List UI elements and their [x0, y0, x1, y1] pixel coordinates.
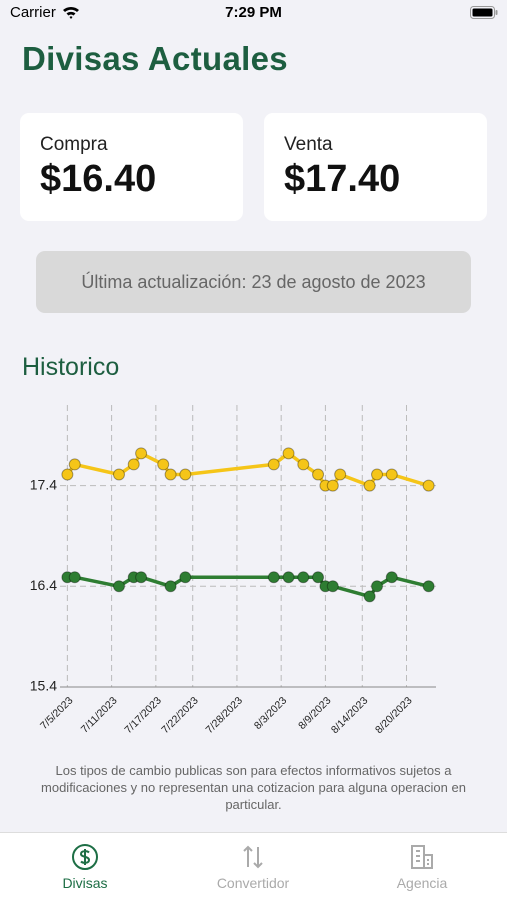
- data-point: [164, 580, 177, 593]
- tab-label: Divisas: [62, 875, 108, 891]
- card-label: Compra: [40, 134, 108, 155]
- update-notice: Última actualización: 23 de agosto de 20…: [36, 251, 471, 313]
- dollar-icon: [72, 844, 98, 870]
- data-point: [326, 580, 339, 593]
- x-tick-label: 8/20/2023: [373, 694, 415, 736]
- wifi-icon: [63, 6, 79, 19]
- data-point: [297, 571, 310, 584]
- data-point: [179, 571, 192, 584]
- data-point: [371, 580, 384, 593]
- x-tick-label: 8/9/2023: [296, 694, 333, 731]
- tab-label: Convertidor: [216, 875, 290, 891]
- y-tick-label: 15.4: [30, 678, 57, 694]
- tab-bar: Divisas Convertidor Agencia: [0, 832, 507, 901]
- data-point: [68, 571, 81, 584]
- data-point: [135, 571, 148, 584]
- data-point: [312, 571, 325, 584]
- y-tick-label: 17.4: [30, 476, 57, 492]
- data-point: [326, 479, 339, 492]
- x-tick-label: 8/14/2023: [329, 694, 371, 736]
- building-icon: [411, 845, 433, 869]
- data-point: [164, 468, 177, 481]
- clock: 7:29 PM: [225, 4, 282, 21]
- battery-icon: [470, 6, 498, 19]
- data-point: [363, 590, 376, 603]
- data-point: [363, 479, 376, 492]
- data-point: [385, 468, 398, 481]
- data-point: [267, 571, 280, 584]
- buy-card: Compra $16.40: [20, 113, 243, 221]
- x-tick-label: 7/17/2023: [122, 694, 164, 736]
- data-point: [179, 468, 192, 481]
- convert-icon: [243, 845, 263, 869]
- x-tick-label: 7/28/2023: [204, 694, 246, 736]
- data-point: [68, 458, 81, 471]
- tab-divisas[interactable]: Divisas: [25, 843, 145, 891]
- x-tick-label: 7/11/2023: [79, 694, 120, 735]
- tab-label: Agencia: [396, 875, 448, 891]
- data-point: [422, 479, 435, 492]
- data-point: [112, 468, 125, 481]
- page-title: Divisas Actuales: [22, 40, 288, 77]
- carrier: Carrier: [10, 4, 56, 21]
- section-title: Historico: [22, 353, 120, 381]
- data-point: [267, 458, 280, 471]
- data-point: [385, 571, 398, 584]
- card-value: $17.40: [284, 158, 401, 200]
- data-point: [282, 571, 295, 584]
- data-point: [127, 458, 140, 471]
- x-tick-label: 7/22/2023: [159, 694, 201, 736]
- card-value: $16.40: [40, 158, 157, 200]
- data-point: [112, 580, 125, 593]
- data-point: [334, 468, 347, 481]
- data-point: [157, 458, 170, 471]
- tab-convertidor[interactable]: Convertidor: [193, 843, 313, 891]
- x-tick-label: 8/3/2023: [252, 694, 289, 731]
- data-point: [422, 580, 435, 593]
- disclaimer: Los tipos de cambio publicas son para ef…: [41, 763, 466, 812]
- data-point: [61, 468, 74, 481]
- sell-card: Venta $17.40: [264, 113, 487, 221]
- chart: 15.416.417.47/5/2023 7/11/2023 7/17/20237/…: [30, 405, 436, 736]
- x-tick-label: 7/5/2023: [38, 694, 75, 731]
- data-point: [282, 447, 295, 460]
- data-point: [135, 447, 148, 460]
- tab-agencia[interactable]: Agencia: [362, 843, 482, 891]
- y-tick-label: 16.4: [30, 577, 57, 593]
- data-point: [371, 468, 384, 481]
- data-point: [312, 468, 325, 481]
- data-point: [297, 458, 310, 471]
- card-label: Venta: [284, 134, 333, 155]
